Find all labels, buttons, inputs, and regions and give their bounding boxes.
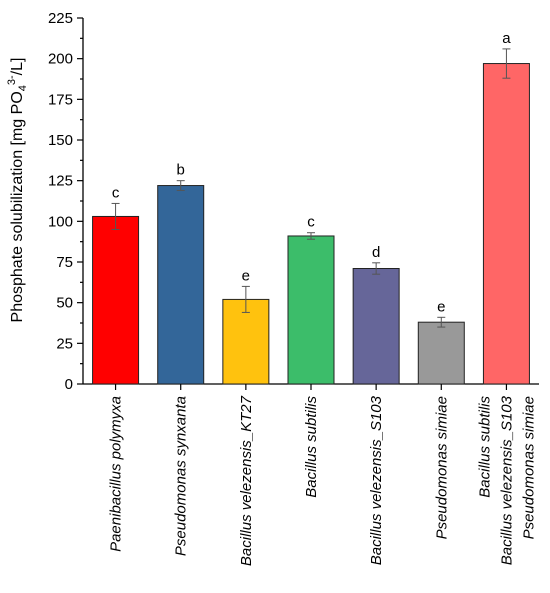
plot-area: 0 25 50 75 100 125 150 175 200 225 c Paenibacillus … <box>48 10 539 566</box>
category-label: Bacillus velezensis_S103 <box>498 395 515 565</box>
significance-label: c <box>307 214 315 231</box>
y-axis-title-end: /L] <box>9 58 26 76</box>
y-axis-title-superscript: 3- <box>6 75 18 85</box>
y-tick-label: 150 <box>48 132 73 149</box>
significance-label: e <box>242 267 250 284</box>
category-label: Pseudomonas simiae <box>520 396 537 539</box>
significance-label: e <box>437 298 445 315</box>
y-tick-label: 25 <box>56 335 73 352</box>
y-tick-label: 75 <box>56 254 73 271</box>
significance-label: b <box>177 162 185 179</box>
y-tick-label: 175 <box>48 91 73 108</box>
bar <box>222 298 270 385</box>
y-tick-label: 125 <box>48 173 73 190</box>
bar <box>92 215 140 385</box>
significance-label: d <box>372 244 380 261</box>
category-label: Paenibacillus polymyxa <box>108 396 125 552</box>
category-label: Bacillus subtilis <box>476 396 493 498</box>
category-label: Bacillus velezensis_S103 <box>368 395 385 565</box>
category-label: Pseudomonas simiae <box>433 396 450 539</box>
bar <box>352 268 400 385</box>
significance-label: c <box>112 184 120 201</box>
y-axis-title-subscript: 4 <box>17 85 29 91</box>
category-label: Bacillus velezensis_KT27 <box>238 395 255 566</box>
y-tick-label: 50 <box>56 295 73 312</box>
significance-label: a <box>502 30 511 47</box>
y-tick-label: 225 <box>48 10 73 27</box>
y-tick-label: 0 <box>65 376 73 393</box>
category-label: Bacillus subtilis <box>303 396 320 498</box>
y-axis-title: Phosphate solubilization [mg PO43-/L] <box>6 58 29 323</box>
category-label: Pseudomonas synxanta <box>173 396 190 556</box>
svg-text:Phosphate solubilization [mg P: Phosphate solubilization [mg PO43-/L] <box>6 58 29 323</box>
bar <box>417 321 465 385</box>
bar <box>482 63 530 385</box>
y-tick-label: 100 <box>48 213 73 230</box>
y-tick-label: 200 <box>48 51 73 68</box>
y-axis-title-main: Phosphate solubilization [mg PO <box>9 91 26 322</box>
bar <box>287 235 335 385</box>
bar <box>157 185 205 385</box>
